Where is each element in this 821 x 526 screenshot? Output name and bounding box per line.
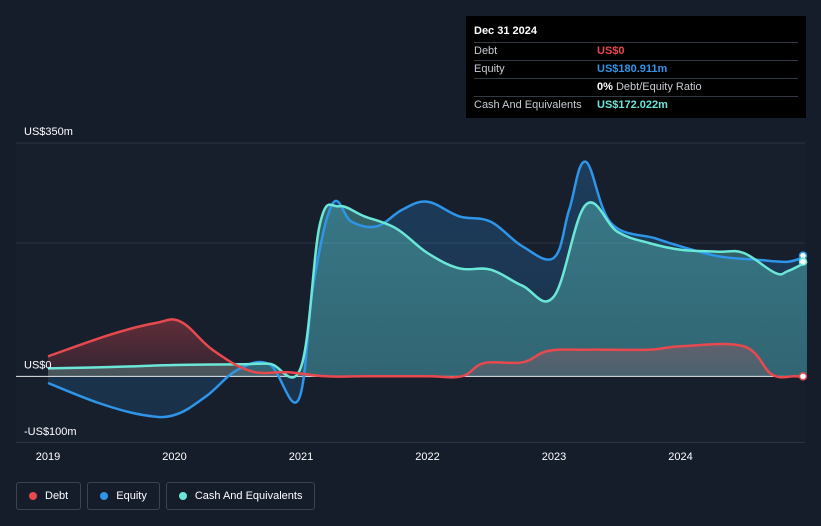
y-tick-label: US$350m	[24, 126, 73, 138]
tooltip-equity-label: Equity	[474, 63, 505, 75]
legend: Debt Equity Cash And Equivalents	[16, 482, 316, 510]
tooltip-equity-value: US$180.911m	[597, 63, 668, 75]
x-tick-label: 2019	[36, 451, 60, 463]
x-tick-label: 2022	[415, 451, 439, 463]
tooltip-date: Dec 31 2024	[474, 25, 537, 37]
tooltip-ratio-text: Debt/Equity Ratio	[615, 81, 702, 93]
line-equity	[47, 160, 808, 419]
legend-equity-label: Equity	[116, 490, 147, 502]
tooltip-row-equity: Equity US$180.911m	[474, 60, 798, 78]
series-areas	[48, 161, 807, 418]
end-marker-cash-and-equivalents	[798, 257, 808, 266]
x-tick-label: 2023	[542, 451, 566, 463]
series-lines	[16, 160, 808, 419]
area-cash-and-equivalents	[48, 202, 807, 378]
tooltip-row-ratio: 0% Debt/Equity Ratio	[474, 78, 798, 96]
tooltip-ratio-label-spacer	[474, 79, 597, 96]
y-tick-label: -US$100m	[24, 426, 77, 438]
equity-dot-icon	[100, 492, 109, 500]
debt-dot-icon	[29, 492, 37, 500]
area-debt	[48, 319, 807, 378]
end-marker-debt	[798, 372, 808, 381]
legend-debt-label: Debt	[45, 490, 69, 502]
tooltip-row-cash: Cash And Equivalents US$172.022m	[474, 96, 798, 114]
tooltip-cash-label: Cash And Equivalents	[474, 99, 582, 111]
end-markers	[798, 251, 808, 381]
legend-item-equity[interactable]: Equity	[87, 482, 160, 510]
x-tick-label: 2021	[289, 451, 313, 463]
line-debt	[47, 318, 808, 379]
x-axis-labels: 2019 2020 2021 2022 2023 2024	[36, 451, 693, 463]
legend-item-cash[interactable]: Cash And Equivalents	[165, 482, 316, 510]
line-cash-and-equivalents	[47, 201, 808, 379]
y-axis-labels: US$350m US$0 -US$100m	[24, 126, 77, 438]
tooltip-row-debt: Debt US$0	[474, 42, 798, 60]
x-tick-label: 2020	[162, 451, 186, 463]
legend-cash-label: Cash And Equivalents	[194, 490, 303, 502]
tooltip-ratio-percent: 0%	[597, 81, 613, 93]
tooltip-ratio-value: 0% Debt/Equity Ratio	[597, 79, 702, 96]
legend-item-debt[interactable]: Debt	[16, 482, 82, 510]
x-tick-label: 2024	[668, 451, 692, 463]
tooltip-cash-value: US$172.022m	[597, 99, 668, 111]
y-tick-label: US$0	[24, 359, 52, 371]
tooltip-debt-label: Debt	[474, 45, 498, 57]
cash-dot-icon	[178, 492, 187, 500]
tooltip-debt-value: US$0	[597, 45, 625, 57]
tooltip-panel: Dec 31 2024 Debt US$0 Equity US$180.911m…	[466, 16, 806, 118]
